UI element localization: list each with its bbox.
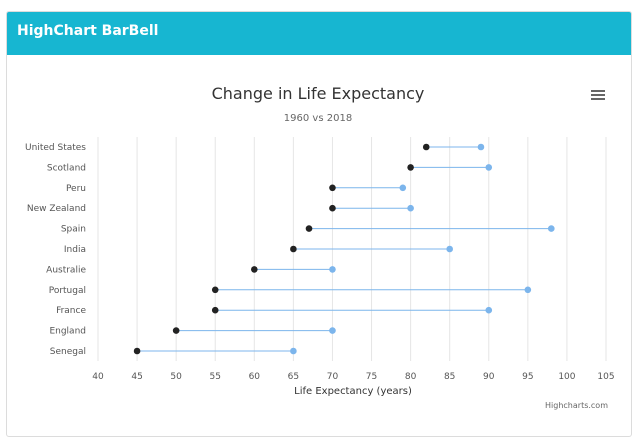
high-value-point[interactable] xyxy=(407,204,414,212)
high-value-point[interactable] xyxy=(477,143,485,151)
category-label: England xyxy=(49,327,86,337)
category-labels: United States Scotland Peru New Zealand Spai… xyxy=(25,143,86,357)
category-label: Senegal xyxy=(50,347,86,357)
high-value-point[interactable] xyxy=(547,225,555,232)
x-tick-label: 55 xyxy=(210,372,221,382)
category-label: Australie xyxy=(46,265,86,275)
chart-title: Change in Life Expectancy xyxy=(212,84,425,103)
low-value-point[interactable] xyxy=(422,143,430,151)
x-axis-title: Life Expectancy (years) xyxy=(294,386,412,397)
low-value-point[interactable] xyxy=(172,327,180,334)
hamburger-menu-icon[interactable] xyxy=(588,86,608,104)
high-value-point[interactable] xyxy=(485,306,493,314)
category-label: Portugal xyxy=(49,286,86,296)
x-tick-label: 90 xyxy=(483,372,495,382)
category-label: India xyxy=(64,245,86,255)
x-tick-label: 95 xyxy=(522,372,533,382)
category-label: United States xyxy=(25,143,86,153)
low-value-point[interactable] xyxy=(329,184,336,192)
high-value-point[interactable] xyxy=(446,245,453,253)
card-title: HighChart BarBell xyxy=(17,23,159,39)
low-value-point[interactable] xyxy=(211,286,219,294)
x-tick-label: 75 xyxy=(366,372,377,382)
low-value-point[interactable] xyxy=(329,204,336,212)
x-tick-label: 50 xyxy=(170,372,182,382)
category-label: Spain xyxy=(61,225,86,235)
x-tick-label: 70 xyxy=(327,372,339,382)
category-label: Scotland xyxy=(47,163,86,173)
chart-subtitle: 1960 vs 2018 xyxy=(284,113,352,124)
high-value-point[interactable] xyxy=(329,266,336,273)
low-value-point[interactable] xyxy=(290,245,297,253)
high-value-point[interactable] xyxy=(329,327,336,334)
x-tick-label: 100 xyxy=(558,372,575,382)
category-label: New Zealand xyxy=(27,204,86,214)
high-value-point[interactable] xyxy=(290,347,297,355)
dumbbell-series xyxy=(133,143,555,355)
x-tick-label: 65 xyxy=(288,372,299,382)
category-label: France xyxy=(56,306,86,316)
low-value-point[interactable] xyxy=(211,306,219,314)
low-value-point[interactable] xyxy=(305,225,313,232)
x-tick-label: 60 xyxy=(249,372,261,382)
x-tick-label: 105 xyxy=(597,372,614,382)
credits-link[interactable]: Highcharts.com xyxy=(545,401,608,410)
high-value-point[interactable] xyxy=(524,286,532,294)
x-tick-label: 85 xyxy=(444,372,455,382)
high-value-point[interactable] xyxy=(399,184,407,192)
x-tick-labels: 40 45 50 55 60 65 70 75 80 85 90 95 100 105 xyxy=(92,372,614,382)
x-tick-label: 45 xyxy=(131,372,142,382)
card-header: HighChart BarBell xyxy=(7,12,631,55)
x-tick-label: 80 xyxy=(405,372,417,382)
low-value-point[interactable] xyxy=(133,347,141,355)
x-tick-label: 40 xyxy=(92,372,104,382)
low-value-point[interactable] xyxy=(251,266,258,273)
high-value-point[interactable] xyxy=(485,164,493,171)
low-value-point[interactable] xyxy=(407,164,414,171)
category-label: Peru xyxy=(66,184,86,194)
